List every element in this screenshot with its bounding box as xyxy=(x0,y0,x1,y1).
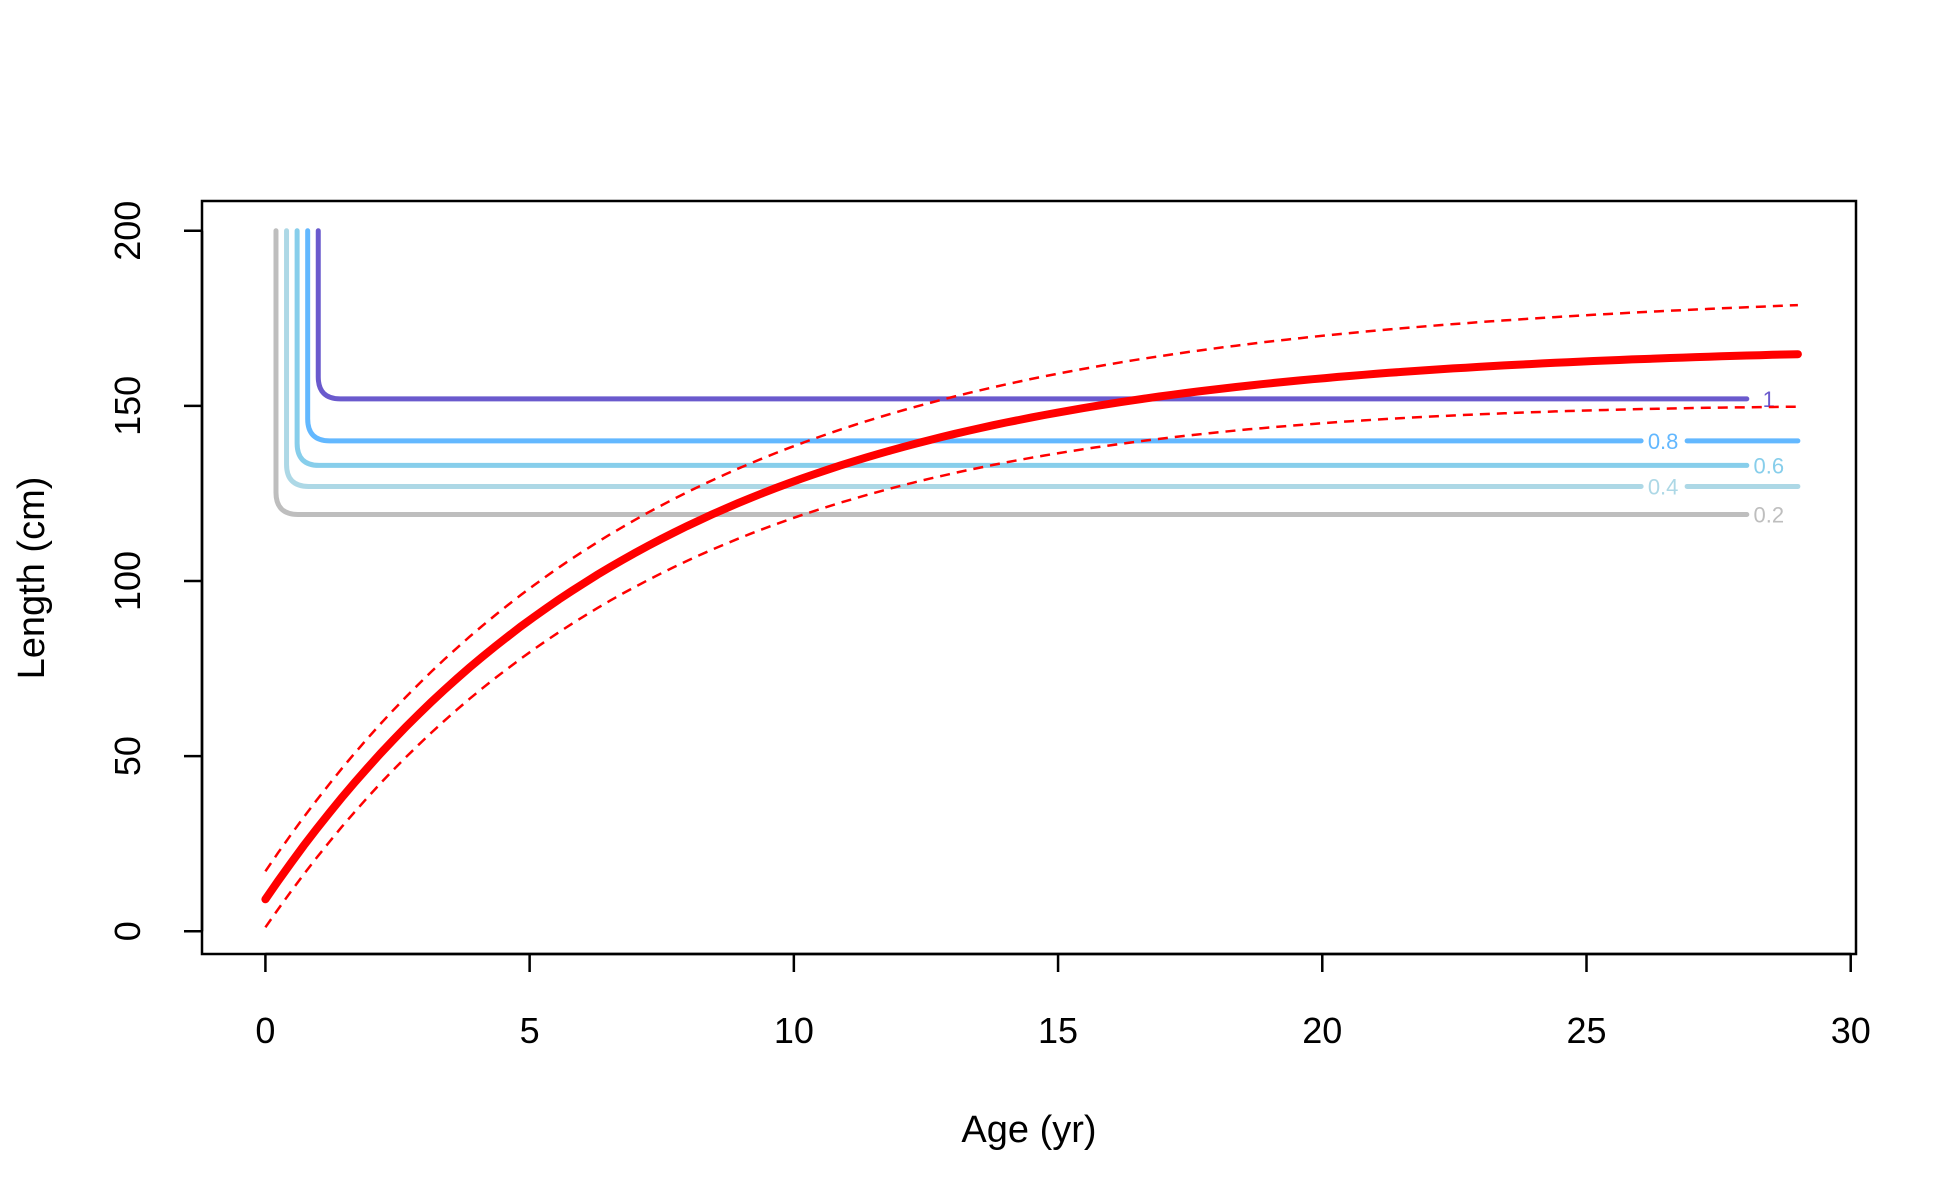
contour-line-0.8 xyxy=(305,228,1644,444)
contour-label-0.6: 0.6 xyxy=(1754,453,1785,478)
upper-bound-curve xyxy=(264,303,1798,873)
contour-label-0.2: 0.2 xyxy=(1754,502,1785,527)
x-tick-label-10: 10 xyxy=(774,1010,814,1051)
y-tick-label-0: 0 xyxy=(107,921,148,941)
x-tick-label-25: 25 xyxy=(1566,1010,1606,1051)
y-tick-label-50: 50 xyxy=(107,736,148,776)
contour-label-1: 1 xyxy=(1763,387,1775,412)
contour-line-0.4 xyxy=(284,228,1644,489)
x-tick-label-0: 0 xyxy=(255,1010,275,1051)
y-tick-label-150: 150 xyxy=(107,376,148,436)
x-tick-label-30: 30 xyxy=(1831,1010,1871,1051)
x-axis: 0 5 10 15 20 25 30 xyxy=(255,952,1871,1051)
contour-label-0.4: 0.4 xyxy=(1648,474,1679,499)
contour-line-0.2 xyxy=(273,228,1750,517)
mean-growth-curve xyxy=(261,350,1802,904)
contour-label-0.8: 0.8 xyxy=(1648,429,1679,454)
contour-line-1 xyxy=(315,228,1750,402)
lower-bound-curve xyxy=(264,405,1798,929)
contour-lines: 0.2 0.4 0.6 0.8 1 xyxy=(273,228,1801,527)
y-axis-title: Length (cm) xyxy=(11,477,53,680)
y-tick-label-200: 200 xyxy=(107,201,148,261)
y-axis: 0 50 100 150 200 xyxy=(107,201,204,941)
x-axis-title: Age (yr) xyxy=(961,1109,1096,1151)
y-tick-label-100: 100 xyxy=(107,551,148,611)
x-tick-label-5: 5 xyxy=(520,1010,540,1051)
contour-line-0.6 xyxy=(294,228,1750,468)
x-tick-label-20: 20 xyxy=(1302,1010,1342,1051)
x-tick-label-15: 15 xyxy=(1038,1010,1078,1051)
growth-curves xyxy=(261,303,1802,929)
